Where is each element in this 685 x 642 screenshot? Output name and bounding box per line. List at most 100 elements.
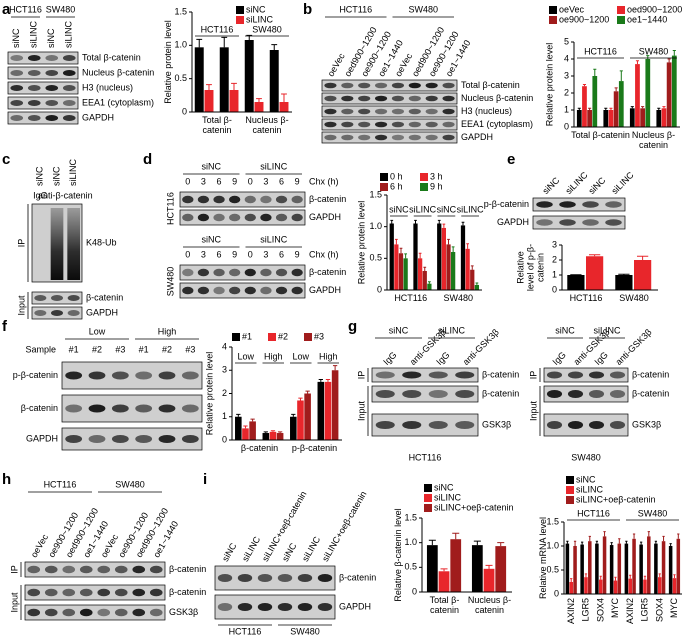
lane-label: 3 xyxy=(201,249,206,259)
band xyxy=(567,421,584,429)
lane-label: siLINC xyxy=(240,534,262,563)
lane-label: IgG xyxy=(593,350,610,367)
bar xyxy=(422,271,427,290)
group-label: Low xyxy=(237,351,254,361)
band xyxy=(291,286,303,295)
lane-label: 0 xyxy=(248,249,253,259)
row-label: β-catenin xyxy=(632,369,669,379)
y-tick-label: 0 xyxy=(182,106,187,116)
band xyxy=(135,371,153,380)
row-label: Nucleus β-catenin xyxy=(82,67,154,77)
band xyxy=(111,404,129,413)
group-label: siLINC xyxy=(260,234,288,244)
row-label: H3 (nucleus) xyxy=(461,106,512,116)
error-bar xyxy=(451,246,455,252)
legend-label: oe1~1440 xyxy=(627,14,667,24)
x-tick-label: SOX4 xyxy=(654,598,664,622)
bar xyxy=(645,59,651,127)
lane-label: 6 xyxy=(217,176,222,186)
unit-label: Chx (h) xyxy=(309,249,339,259)
x-tick-label: MYC xyxy=(669,598,679,619)
y-tick-label: 0 xyxy=(554,588,559,598)
x-tick-label-box: Nucleus β-catenin xyxy=(245,115,288,135)
bar xyxy=(617,543,622,594)
legend-swatch xyxy=(566,486,574,494)
bar xyxy=(451,252,456,290)
band xyxy=(605,201,622,208)
row-label: GAPDH xyxy=(461,132,493,142)
row-label: K48-Ub xyxy=(86,237,117,247)
y-axis-label-box: Relative protein level xyxy=(204,351,214,436)
error-bar xyxy=(427,281,431,284)
band xyxy=(51,310,63,316)
group-label: siLINC xyxy=(438,325,466,335)
lane-label: siLINC xyxy=(610,170,637,197)
blot-strip xyxy=(61,394,203,423)
error-bar xyxy=(573,540,577,546)
y-tick-label: 2 xyxy=(222,388,227,398)
lane-label: 9 xyxy=(295,249,300,259)
band xyxy=(341,95,354,102)
blot-strip xyxy=(321,118,458,131)
legend-swatch xyxy=(380,173,388,181)
blot-strip xyxy=(371,367,479,383)
lane-label: 9 xyxy=(232,176,237,186)
legend-swatch xyxy=(236,16,244,24)
lane-label: siNC xyxy=(280,541,299,563)
error-bar xyxy=(461,221,465,226)
band xyxy=(217,574,233,582)
band xyxy=(277,574,293,582)
band xyxy=(135,404,153,413)
panel-letter: a xyxy=(2,1,11,18)
error-bar xyxy=(630,106,634,109)
error-bar xyxy=(332,365,338,371)
lane-label: siNC xyxy=(35,166,45,186)
row-label: GSK3β xyxy=(169,607,198,617)
band xyxy=(135,435,153,443)
group-label: SW480 xyxy=(639,46,669,56)
bar xyxy=(632,538,636,594)
bar xyxy=(279,102,289,112)
y-tick-label: 1.5 xyxy=(546,516,559,526)
group-label: HCT116 xyxy=(339,4,372,14)
band xyxy=(425,108,438,115)
bar xyxy=(666,62,672,127)
bar xyxy=(474,284,480,290)
panel-letter: g xyxy=(348,318,357,335)
bar xyxy=(331,370,339,440)
group-label: SW480 xyxy=(408,4,438,14)
lane-label: siLINC xyxy=(64,20,74,48)
blot-strip xyxy=(214,594,336,620)
group-label: siNC xyxy=(555,325,575,335)
y-axis-label: Relative protein level xyxy=(204,351,214,436)
y-tick-label: 1.0 xyxy=(546,540,559,550)
bar xyxy=(676,538,681,594)
group-label: siNC xyxy=(389,325,409,335)
error-bar xyxy=(271,44,278,50)
band xyxy=(217,603,233,611)
lane-label: IgG xyxy=(551,350,568,367)
band xyxy=(609,390,626,398)
band xyxy=(244,195,256,204)
error-bar xyxy=(635,60,640,65)
panel-letter: b xyxy=(303,1,312,18)
band xyxy=(546,371,563,379)
band xyxy=(358,134,371,141)
y-axis-label-box: Relative level of p-β-catenin xyxy=(515,244,545,291)
band xyxy=(358,121,371,128)
band xyxy=(291,268,303,277)
row-label: GSK3β xyxy=(632,419,661,429)
band xyxy=(213,286,225,295)
band xyxy=(375,390,395,398)
group-label: siNC xyxy=(389,204,409,214)
y-tick-label: 1.0 xyxy=(404,537,417,547)
lane-label: 0 xyxy=(185,249,190,259)
legend-label: siLINC+oeβ-catenin xyxy=(434,502,513,512)
bar xyxy=(254,102,264,112)
legend-label: oed900~1200 xyxy=(627,4,682,14)
band xyxy=(324,121,337,128)
bar xyxy=(635,64,640,127)
error-bar xyxy=(250,418,255,422)
group-label: High xyxy=(264,351,283,361)
smear xyxy=(50,208,64,280)
